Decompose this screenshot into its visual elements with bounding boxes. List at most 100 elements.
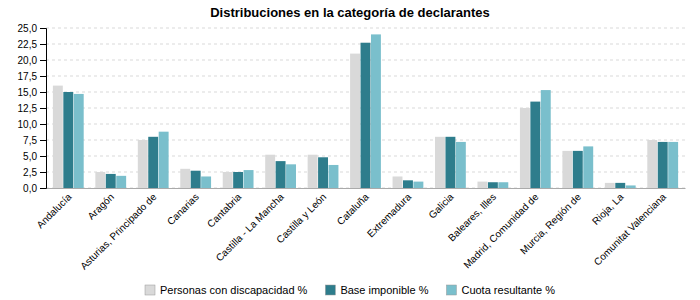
y-tick-label: 10,0 (18, 119, 38, 130)
legend-swatch (446, 285, 456, 295)
x-tick: Andalucía (34, 191, 74, 231)
bar (435, 137, 445, 188)
y-tick-label: 25,0 (18, 23, 38, 34)
bar (106, 174, 116, 188)
bar (95, 172, 105, 188)
grid-line (46, 28, 685, 29)
y-tick: 12,5 (18, 103, 46, 114)
y-tick: 2,5 (23, 167, 46, 178)
y-tick-mark (40, 92, 46, 93)
x-tick: Comunitat Valenciana (592, 191, 669, 268)
x-tick: Canarias (165, 191, 201, 227)
y-tick-mark (40, 108, 46, 109)
bar (308, 155, 318, 188)
x-tick: Cantabria (205, 191, 244, 230)
x-tick-label: Extremadura (365, 191, 414, 240)
legend-label: Cuota resultante % (461, 284, 555, 296)
bar (276, 161, 286, 188)
y-tick-label: 20,0 (18, 55, 38, 66)
x-tick-label: Canarias (165, 191, 201, 227)
y-tick: 10,0 (18, 119, 46, 130)
bar (658, 142, 668, 188)
legend-label: Base imponible % (340, 284, 428, 296)
x-tick-label: Cantabria (205, 191, 244, 230)
bars (53, 34, 678, 188)
bar (605, 183, 615, 188)
bar (329, 165, 339, 188)
bar (286, 164, 296, 188)
y-tick-label: 0,0 (23, 183, 37, 194)
x-tick-label: Rioja, La (590, 191, 626, 227)
legend-item: Personas con discapacidad % (145, 284, 308, 296)
y-axis-line (40, 29, 47, 189)
y-tick: 15,0 (18, 87, 46, 98)
legend-swatch (325, 285, 335, 295)
x-tick: Aragón (85, 191, 116, 222)
y-tick: 7,5 (23, 135, 46, 146)
bar (361, 43, 371, 188)
bar (403, 180, 413, 188)
bar (498, 182, 508, 188)
x-tick-label: Galicia (426, 191, 456, 221)
x-axis: AndalucíaAragónAsturias, Principado deCa… (34, 189, 685, 272)
x-tick: Galicia (426, 191, 456, 221)
legend-item: Base imponible % (325, 284, 428, 296)
y-tick-mark (40, 156, 46, 157)
x-tick-label: Cataluña (335, 191, 371, 227)
y-tick-label: 2,5 (23, 167, 37, 178)
y-tick: 0,0 (23, 183, 46, 194)
bar (573, 151, 583, 188)
x-tick: Madrid, Comunidad de (461, 191, 541, 271)
y-tick-label: 17,5 (18, 71, 38, 82)
x-axis-line (47, 188, 686, 189)
legend-item: Cuota resultante % (446, 284, 555, 296)
y-tick: 22,5 (18, 39, 46, 50)
x-tick: Rioja, La (590, 191, 626, 227)
legend: Personas con discapacidad % Base imponibl… (145, 284, 555, 296)
bar (562, 151, 572, 188)
bar (63, 92, 73, 188)
x-tick-label: Castilla y León (274, 191, 328, 245)
x-tick: Castilla y León (274, 191, 328, 245)
x-tick: Extremadura (365, 191, 414, 240)
y-tick: 20,0 (18, 55, 46, 66)
x-tick: Murcia, Región de (518, 191, 583, 256)
grid (46, 28, 685, 188)
x-tick-label: Asturias, Principado de (78, 191, 159, 272)
bar (456, 142, 466, 188)
bar (191, 171, 201, 188)
y-tick-mark (40, 124, 46, 125)
y-tick-mark (40, 28, 46, 29)
bar (159, 132, 169, 188)
y-tick: 25,0 (18, 23, 46, 34)
y-tick-mark (40, 140, 46, 141)
bar-series (63, 43, 667, 188)
bar (477, 182, 487, 188)
bar (53, 86, 63, 188)
x-tick: Asturias, Principado de (78, 191, 159, 272)
bar (445, 137, 455, 188)
x-tick-label: Madrid, Comunidad de (461, 191, 541, 271)
x-tick-label: Murcia, Región de (518, 191, 583, 256)
bar (201, 176, 211, 188)
bar (318, 157, 328, 188)
y-axis: 0,0 2,5 5,0 7,5 10,0 12,5 15,0 17,5 20,0 22,5 25,0 (18, 23, 47, 194)
title: Distribuciones en la categoría de declar… (210, 5, 490, 20)
y-tick-label: 12,5 (18, 103, 38, 114)
x-tick-label: Andalucía (34, 191, 74, 231)
bar (626, 185, 636, 188)
bar (615, 183, 625, 188)
bar-series (74, 34, 678, 188)
legend-label: Personas con discapacidad % (160, 284, 308, 296)
bar (223, 172, 233, 188)
chart: Distribuciones en la categoría de declar… (0, 0, 700, 300)
y-tick: 5,0 (23, 151, 46, 162)
bar (138, 140, 148, 188)
bar (74, 94, 84, 188)
y-tick-label: 5,0 (23, 151, 37, 162)
bar (413, 182, 423, 188)
bar (393, 176, 403, 188)
legend-swatch (145, 285, 155, 295)
bar (530, 102, 540, 188)
bar (116, 176, 126, 188)
